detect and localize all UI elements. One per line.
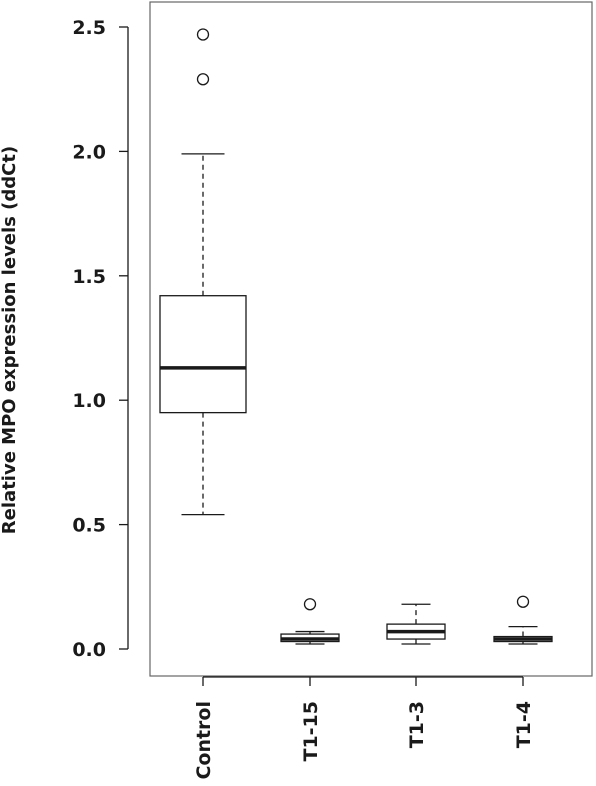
iqr-box (159, 295, 247, 414)
outlier-point (303, 598, 317, 611)
boxes (159, 28, 553, 645)
plot-frame (149, 1, 593, 677)
y-axis: 0.0 0.5 1.0 1.5 2.0 2.5 (72, 17, 129, 661)
y-axis-title: Relative MPO expression levels (ddCt) (0, 146, 20, 534)
x-axis: Control T1-15 T1-3 T1-4 (193, 676, 535, 780)
y-tick-label: 2.0 (72, 141, 106, 163)
x-tick-label: Control (193, 701, 215, 780)
outlier-point (196, 73, 210, 86)
box-t1-15 (280, 598, 340, 645)
x-tick-label: T1-3 (406, 701, 428, 748)
y-tick-label: 2.5 (72, 17, 106, 39)
outlier-point (516, 595, 530, 608)
y-tick-label: 0.0 (72, 639, 106, 661)
y-tick-label: 0.5 (72, 515, 106, 537)
y-tick-label: 1.5 (72, 266, 106, 288)
x-tick-label: T1-15 (300, 701, 322, 762)
box-t1-3 (386, 603, 446, 645)
box-t1-4 (493, 595, 553, 645)
box-control (159, 28, 247, 516)
outlier-point (196, 28, 210, 41)
x-tick-label: T1-4 (513, 701, 535, 748)
y-tick-label: 1.0 (72, 390, 106, 412)
